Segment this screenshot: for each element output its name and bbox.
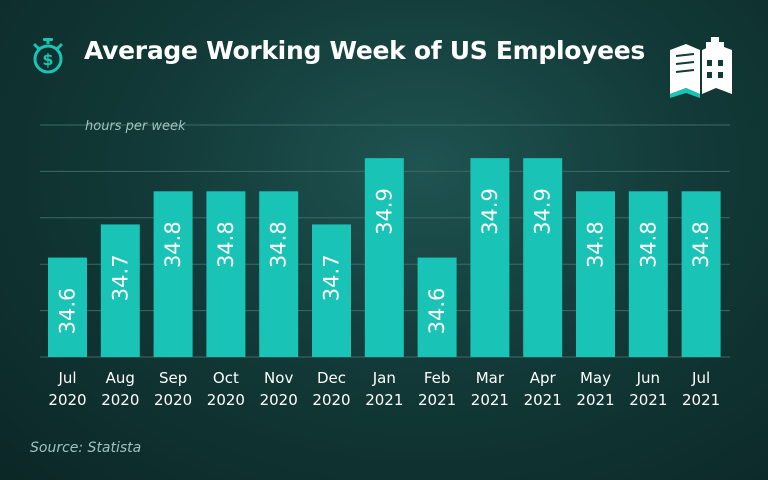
bar-group: 34.8	[259, 191, 299, 357]
bar	[206, 191, 246, 357]
x-tick-month: Oct	[213, 369, 239, 387]
x-tick-month: Jun	[636, 369, 660, 387]
bar-group: 34.9	[523, 158, 563, 357]
bar-value-label: 34.9	[372, 188, 396, 235]
x-tick-year: 2020	[48, 391, 86, 409]
bar-group: 34.8	[576, 191, 615, 357]
bar-value-label: 34.7	[108, 254, 132, 301]
bar-value-label: 34.8	[636, 221, 660, 268]
bar-group: 34.8	[681, 191, 721, 357]
bar-value-label: 34.8	[689, 221, 713, 268]
bar-value-label: 34.8	[267, 221, 291, 268]
bar-value-label: 34.9	[478, 188, 502, 235]
bar-value-label: 34.8	[584, 221, 608, 268]
bar-group: 34.7	[100, 224, 140, 357]
x-tick-month: Nov	[264, 369, 293, 387]
x-tick-year: 2021	[629, 391, 667, 409]
x-axis-labels: Jul 2020 Aug 2020 Sep 2020 Oct 2020 Nov 2020 Dec 20…	[48, 369, 720, 409]
bar-value-label: 34.9	[531, 188, 555, 235]
bar	[153, 191, 193, 357]
x-tick-month: Mar	[476, 369, 505, 387]
bar	[48, 257, 87, 357]
x-tick-year: 2020	[101, 391, 139, 409]
x-tick-month: Jul	[57, 369, 76, 387]
x-tick-year: 2021	[682, 391, 720, 409]
bar	[417, 257, 457, 357]
bar-group: 34.7	[312, 224, 351, 357]
x-tick-year: 2020	[312, 391, 350, 409]
source-note: Source: Statista	[30, 440, 142, 456]
x-tick-year: 2021	[524, 391, 562, 409]
x-tick-year: 2021	[418, 391, 456, 409]
bar	[259, 191, 299, 357]
bar-group: 34.8	[628, 191, 668, 357]
bar-group: 34.9	[470, 158, 510, 357]
bar	[628, 191, 668, 357]
y-axis-label: hours per week	[85, 119, 186, 134]
x-tick-year: 2020	[207, 391, 245, 409]
chart-title: Average Working Week of US Employees	[84, 36, 645, 65]
stopwatch-dollar-icon: $	[33, 38, 63, 74]
bar	[364, 158, 404, 357]
bar-group: 34.8	[206, 191, 246, 357]
bar-value-label: 34.6	[425, 288, 449, 335]
x-tick-month: Dec	[317, 369, 346, 387]
bar-group: 34.8	[153, 191, 193, 357]
x-tick-year: 2021	[365, 391, 403, 409]
x-tick-year: 2020	[260, 391, 298, 409]
x-tick-month: Sep	[159, 369, 187, 387]
bar-value-label: 34.7	[320, 254, 344, 301]
bar	[100, 224, 140, 357]
x-tick-month: Apr	[530, 369, 557, 387]
x-tick-year: 2021	[576, 391, 614, 409]
svg-text:$: $	[42, 50, 53, 69]
x-tick-year: 2020	[154, 391, 192, 409]
bar-value-label: 34.8	[214, 221, 238, 268]
x-tick-month: May	[580, 369, 611, 387]
x-tick-month: Jul	[691, 369, 710, 387]
book-building-logo-icon	[670, 37, 732, 98]
bar	[523, 158, 563, 357]
bar	[470, 158, 510, 357]
bar-group: 34.9	[364, 158, 404, 357]
x-tick-month: Jan	[372, 369, 396, 387]
bar-value-label: 34.6	[56, 288, 80, 335]
bar	[576, 191, 615, 357]
bar-group: 34.6	[417, 257, 457, 357]
bar-value-label: 34.8	[161, 221, 185, 268]
bar	[681, 191, 721, 357]
bar-group: 34.6	[48, 257, 87, 357]
header: $ Average Working Week of US Employees	[0, 0, 768, 110]
bars: 34.6 34.7 34.8 34.8 34.8 34.7 34.9 34.6 34.9 34.9…	[48, 158, 721, 357]
x-tick-month: Aug	[106, 369, 135, 387]
x-tick-month: Feb	[424, 369, 451, 387]
bar	[312, 224, 351, 357]
x-tick-year: 2021	[471, 391, 509, 409]
